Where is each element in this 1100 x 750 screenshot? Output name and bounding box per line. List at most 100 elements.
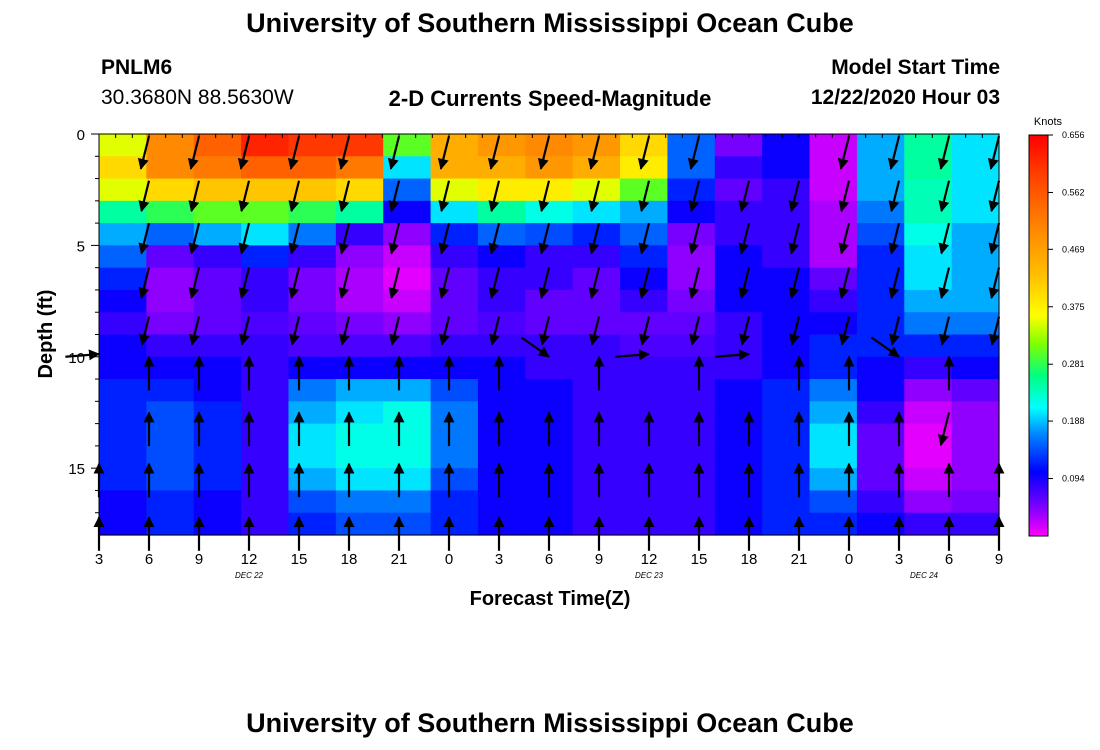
heat-cell (525, 490, 574, 514)
current-vector (937, 412, 951, 447)
heat-cell (667, 312, 716, 336)
current-vector (939, 316, 951, 346)
x-tick-label: 6 (945, 551, 953, 568)
heat-cell (335, 512, 384, 536)
heat-cell (762, 156, 811, 180)
current-vector (738, 180, 751, 213)
heat-cell (430, 200, 479, 224)
heat-cell (241, 423, 290, 447)
current-vector (387, 135, 401, 170)
heat-cell (146, 512, 195, 536)
heat-cell (762, 289, 811, 313)
heat-cell (667, 379, 716, 402)
current-vector (838, 180, 851, 213)
current-vector (287, 135, 301, 170)
heat-cell (383, 289, 432, 313)
current-vector (688, 267, 701, 300)
current-vector (238, 267, 251, 300)
heat-cell (667, 490, 716, 514)
heat-cell (99, 379, 147, 402)
heat-cell (667, 289, 716, 313)
current-vector (789, 316, 801, 346)
heat-cell (620, 512, 669, 536)
heat-cell (856, 178, 905, 202)
heat-cell (477, 200, 526, 224)
heat-cell (288, 468, 337, 492)
current-vector (188, 180, 201, 213)
heat-cell (146, 490, 195, 514)
colorbar-tick-label: 0.375 (1062, 302, 1085, 312)
colorbar-tick-label: 0.656 (1062, 130, 1085, 140)
current-vector (65, 349, 100, 361)
current-vector (339, 316, 351, 346)
heat-cell (99, 356, 147, 380)
station-coordinates: 30.3680N 88.5630W (101, 86, 294, 109)
heat-cell (762, 200, 811, 224)
current-vector (639, 316, 651, 346)
heat-cell (809, 134, 858, 157)
heat-cell (193, 289, 242, 313)
heat-cell (477, 267, 526, 291)
heat-cell (430, 334, 479, 358)
heat-cell (762, 356, 811, 380)
heat-cell (430, 490, 479, 514)
heat-cell (762, 423, 811, 447)
heat-cell (193, 223, 242, 246)
heat-cell (856, 468, 905, 492)
heat-cell (525, 156, 574, 180)
heat-cell (809, 423, 858, 447)
heat-cell (477, 423, 526, 447)
heat-cell (856, 334, 905, 358)
heat-cell (951, 334, 1000, 358)
heat-cell (904, 312, 953, 336)
x-tick-label: 6 (145, 551, 153, 568)
heat-cell (99, 200, 147, 224)
heat-cell (430, 312, 479, 336)
current-vector (587, 135, 601, 170)
current-vector (588, 267, 601, 300)
current-vector (987, 135, 1001, 170)
heat-cell (430, 156, 479, 180)
heat-cell (430, 223, 479, 246)
heat-cell (572, 423, 621, 447)
heat-cell (430, 445, 479, 469)
heat-cell (809, 401, 858, 425)
heat-cell (809, 245, 858, 269)
heat-cell (856, 445, 905, 469)
heat-cell (146, 134, 195, 157)
heat-cell (241, 200, 290, 224)
heat-cell (714, 334, 763, 358)
heat-cell (146, 267, 195, 291)
current-vector (788, 267, 801, 300)
heat-cell (525, 445, 574, 469)
page-title-top: University of Southern Mississippi Ocean… (246, 8, 854, 38)
current-vector (388, 180, 401, 213)
heat-cell (383, 267, 432, 291)
heat-cell (620, 223, 669, 246)
heat-cell (146, 356, 195, 380)
heat-cell (241, 178, 290, 202)
x-tick-label: 3 (895, 551, 903, 568)
heat-cell (714, 312, 763, 336)
current-vector (589, 316, 601, 346)
heat-cell (856, 134, 905, 157)
heat-cell (477, 178, 526, 202)
current-vector (788, 180, 801, 213)
heat-cell (383, 178, 432, 202)
heat-cell (288, 200, 337, 224)
heat-cell (193, 401, 242, 425)
heat-cell (241, 312, 290, 336)
y-axis-label: Depth (ft) (35, 290, 57, 379)
heat-cell (620, 401, 669, 425)
heat-cell (620, 356, 669, 380)
heat-cell (620, 267, 669, 291)
station-id: PNLM6 (101, 56, 173, 79)
heat-cell (525, 178, 574, 202)
heat-cell (951, 245, 1000, 269)
heat-cell (951, 356, 1000, 380)
heat-cell (904, 379, 953, 402)
current-vector (839, 316, 851, 346)
heat-cell (288, 356, 337, 380)
heat-cell (525, 134, 574, 157)
current-vector (188, 267, 201, 300)
